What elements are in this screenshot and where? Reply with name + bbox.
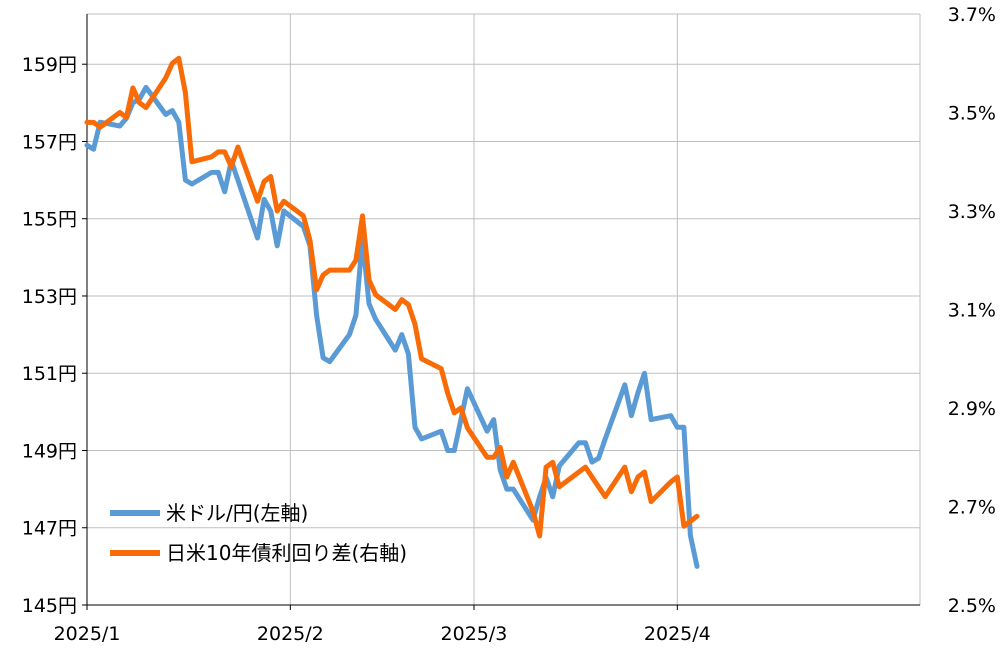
left-tick-label: 149円 — [22, 440, 77, 462]
right-tick-label: 2.9% — [948, 398, 996, 420]
left-tick-label: 155円 — [22, 209, 77, 231]
series-line-1 — [84, 55, 700, 539]
right-tick-label: 3.3% — [948, 201, 996, 223]
legend-label-1: 日米10年債利回り差(右軸) — [166, 541, 407, 565]
right-tick-label: 3.5% — [948, 103, 996, 125]
legend-label-0: 米ドル/円(左軸) — [166, 501, 308, 525]
left-tick-label: 147円 — [22, 518, 77, 540]
right-tick-label: 2.7% — [948, 497, 996, 519]
series-lines — [84, 55, 700, 569]
gridlines — [86, 13, 921, 606]
axes — [86, 14, 920, 606]
right-tick-label: 2.5% — [948, 595, 996, 617]
left-tick-label: 153円 — [22, 286, 77, 308]
left-tick-label: 159円 — [22, 54, 77, 76]
left-tick-label: 157円 — [22, 131, 77, 153]
series-line-0 — [84, 84, 700, 569]
right-axis-ticks: 2.5% 2.7% 2.9% 3.1% 3.3% 3.5% 3.7% — [948, 4, 996, 617]
legend: 米ドル/円(左軸) 日米10年債利回り差(右軸) — [110, 501, 407, 565]
x-tick-label: 2025/4 — [644, 623, 711, 645]
left-tick-label: 151円 — [22, 363, 77, 385]
x-tick-label: 2025/3 — [441, 623, 508, 645]
right-tick-label: 3.7% — [948, 4, 996, 26]
right-tick-label: 3.1% — [948, 300, 996, 322]
x-tick-label: 2025/2 — [257, 623, 324, 645]
x-tick-label: 2025/1 — [54, 623, 121, 645]
left-axis-ticks: 145円 147円 149円 151円 153円 155円 157円 159円 — [22, 54, 87, 617]
left-tick-label: 145円 — [22, 595, 77, 617]
x-axis-ticks: 2025/1 2025/2 2025/3 2025/4 — [54, 605, 711, 645]
